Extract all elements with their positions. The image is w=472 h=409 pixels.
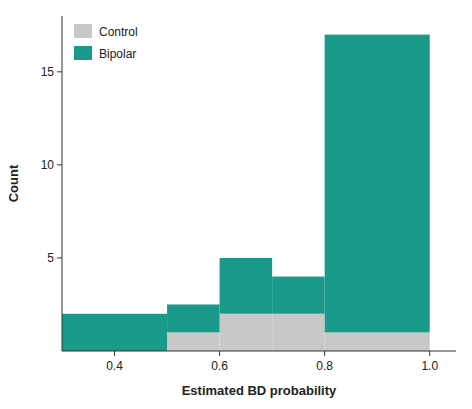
bar-segment bbox=[272, 314, 325, 351]
legend-swatch bbox=[74, 24, 92, 38]
x-tick-label: 0.4 bbox=[106, 359, 123, 373]
legend-label: Bipolar bbox=[99, 47, 136, 61]
y-tick bbox=[57, 164, 62, 165]
x-tick-label: 1.0 bbox=[421, 359, 438, 373]
chart-svg: 0.4 0.6 0.8 1.0 5 10 15 Estimated BD probabilit… bbox=[0, 0, 472, 409]
bar-segment bbox=[272, 277, 325, 314]
chart-container: 0.4 0.6 0.8 1.0 5 10 15 Estimated BD probabilit… bbox=[0, 0, 472, 409]
x-tick-label: 0.6 bbox=[211, 359, 228, 373]
bar-segment bbox=[325, 332, 430, 351]
legend-swatch bbox=[74, 46, 92, 60]
y-tick-label: 15 bbox=[41, 65, 55, 79]
bar-segment bbox=[167, 332, 220, 351]
y-axis-label: Count bbox=[6, 164, 21, 202]
x-tick bbox=[219, 351, 220, 356]
y-tick-label: 10 bbox=[41, 158, 55, 172]
x-axis-label: Estimated BD probability bbox=[182, 383, 337, 398]
y-tick bbox=[57, 71, 62, 72]
bar-segment bbox=[62, 314, 167, 351]
y-tick-label: 5 bbox=[47, 251, 54, 265]
legend-label: Control bbox=[99, 25, 138, 39]
x-tick bbox=[429, 351, 430, 356]
bars bbox=[62, 35, 430, 351]
x-tick-label: 0.8 bbox=[316, 359, 333, 373]
x-tick bbox=[324, 351, 325, 356]
y-axis-line bbox=[62, 16, 63, 351]
x-axis-line bbox=[62, 351, 456, 352]
bar-segment bbox=[220, 314, 273, 351]
legend: Control Bipolar bbox=[74, 24, 138, 61]
bar-segment bbox=[325, 35, 430, 333]
page: {"chart_data": {"type": "histogram", "bi… bbox=[0, 0, 472, 409]
bar-segment bbox=[220, 258, 273, 314]
axes: 0.4 0.6 0.8 1.0 5 10 15 bbox=[41, 16, 456, 373]
y-tick bbox=[57, 257, 62, 258]
bar-segment bbox=[167, 304, 220, 332]
x-tick bbox=[114, 351, 115, 356]
